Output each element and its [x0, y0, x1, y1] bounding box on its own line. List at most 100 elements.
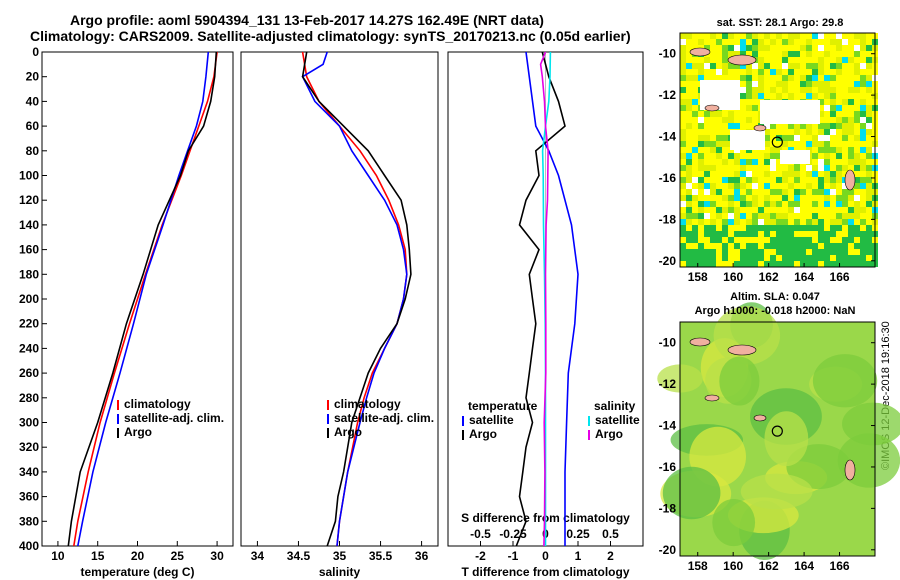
sst-cell	[686, 165, 692, 171]
sst-cell	[770, 219, 776, 225]
sla-map-subtitle: Argo h1000: -0.018 h2000: NaN	[695, 305, 856, 317]
sst-cell	[686, 207, 692, 213]
sst-cell	[824, 183, 830, 189]
sst-cell	[812, 135, 818, 141]
sst-cell	[740, 117, 746, 123]
sst-cell	[770, 249, 776, 255]
sst-cell	[710, 39, 716, 45]
sst-cell	[848, 57, 854, 63]
sst-lon-tick-label: 166	[830, 270, 850, 284]
sst-cell	[686, 255, 692, 261]
sst-cell	[698, 207, 704, 213]
sst-cell	[788, 189, 794, 195]
sst-cell	[704, 255, 710, 261]
sst-cell	[836, 69, 842, 75]
sst-cell	[818, 57, 824, 63]
sst-cell	[752, 201, 758, 207]
sst-cell	[722, 207, 728, 213]
sst-cell	[680, 111, 686, 117]
sst-cell	[692, 219, 698, 225]
sst-cell	[698, 33, 704, 39]
sst-cell	[716, 63, 722, 69]
sst-cell	[830, 261, 836, 267]
sla-blob	[719, 356, 760, 406]
sst-cell	[698, 261, 704, 267]
sst-cell	[770, 51, 776, 57]
sst-cell	[794, 249, 800, 255]
sst-cell	[800, 207, 806, 213]
sst-cell	[752, 117, 758, 123]
sst-cell	[854, 93, 860, 99]
sst-cell	[842, 237, 848, 243]
sst-cell	[776, 225, 782, 231]
sst-cell	[854, 81, 860, 87]
sst-cell	[740, 75, 746, 81]
sst-cell	[866, 129, 872, 135]
sst-cell	[710, 75, 716, 81]
sst-cell	[794, 255, 800, 261]
sla-lat-tick-label: -12	[659, 377, 677, 391]
sst-cell	[800, 87, 806, 93]
sst-cell	[830, 183, 836, 189]
sst-cell	[788, 63, 794, 69]
sst-cell	[866, 219, 872, 225]
sst-cell	[746, 45, 752, 51]
salinity-series-blue	[301, 51, 408, 547]
sla-blob	[740, 473, 813, 510]
sst-cell	[680, 243, 686, 249]
sst-cell	[836, 195, 842, 201]
sst-cell	[746, 39, 752, 45]
sst-cell	[728, 45, 734, 51]
sst-cell	[710, 207, 716, 213]
sst-cell	[740, 63, 746, 69]
sst-cell	[842, 39, 848, 45]
salinity-legend-title: salinity	[594, 399, 636, 413]
sst-cell	[764, 141, 770, 147]
sst-cell	[806, 189, 812, 195]
sst-cell	[710, 111, 716, 117]
sst-map-group	[680, 33, 878, 267]
sst-cell	[836, 255, 842, 261]
sst-cell	[692, 249, 698, 255]
salinity-legend-label: Argo	[334, 425, 362, 439]
sst-cell	[806, 33, 812, 39]
sst-cell	[782, 123, 788, 129]
sst-cell	[794, 51, 800, 57]
sst-cell	[680, 237, 686, 243]
sst-cell	[764, 129, 770, 135]
sst-cell	[836, 261, 842, 267]
sst-cell	[758, 87, 764, 93]
sst-cell	[854, 39, 860, 45]
sst-cell	[716, 51, 722, 57]
sst-cell	[842, 201, 848, 207]
sst-cell	[866, 51, 872, 57]
sst-cell	[788, 183, 794, 189]
difference-xtick-label: 1	[575, 549, 582, 563]
sst-cell	[854, 45, 860, 51]
sst-cell	[752, 51, 758, 57]
sst-cell	[830, 237, 836, 243]
sst-cell	[698, 75, 704, 81]
sla-lat-tick-label: -18	[659, 501, 677, 515]
sst-cell	[704, 129, 710, 135]
sst-cell	[824, 39, 830, 45]
sst-cell	[782, 39, 788, 45]
salinity-diff-legend-label: satellite	[595, 413, 640, 427]
sst-cell	[824, 171, 830, 177]
sst-cell	[782, 81, 788, 87]
sst-cell	[848, 159, 854, 165]
sla-lat-tick-label: -10	[659, 336, 677, 350]
sst-cell	[824, 129, 830, 135]
sst-cell	[698, 117, 704, 123]
sst-cell	[752, 249, 758, 255]
sst-cell	[806, 123, 812, 129]
sst-cell	[836, 111, 842, 117]
sst-cell	[860, 207, 866, 213]
difference-series-black	[515, 51, 566, 547]
sst-cell	[800, 57, 806, 63]
sst-cell	[692, 201, 698, 207]
sst-cell	[860, 183, 866, 189]
sst-cell	[836, 177, 842, 183]
sst-cell	[848, 93, 854, 99]
sst-cell	[692, 93, 698, 99]
